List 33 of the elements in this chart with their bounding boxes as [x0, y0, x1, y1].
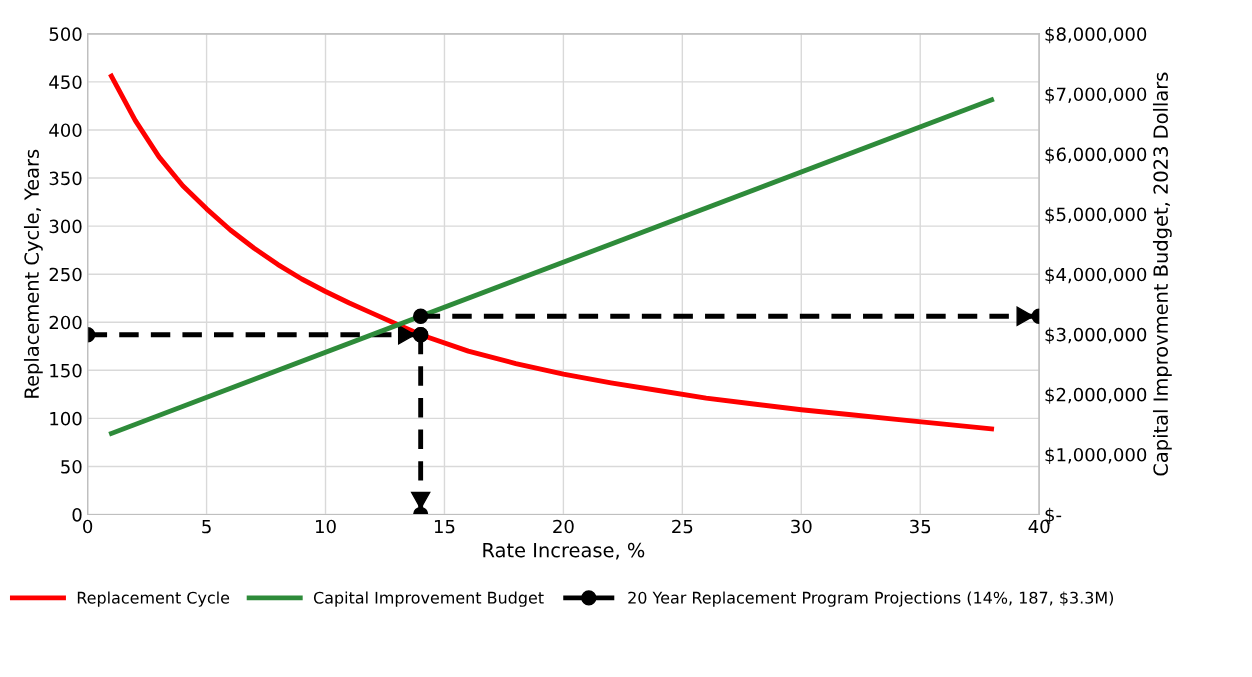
- y-tick-label: 0: [72, 507, 82, 522]
- legend-label: 20 Year Replacement Program Projections (14%, 187, $3.3M): [628, 591, 1114, 607]
- y-tick-label: 100: [50, 411, 82, 426]
- y2-tick-label: $4,000,000: [1045, 267, 1147, 284]
- x-tick-label: 30: [791, 519, 812, 534]
- y2-axis-title: Capital Improvment Budget, 2023 Dollars: [1152, 72, 1172, 476]
- y-axis-title: Replacement Cycle, Years: [23, 149, 43, 398]
- x-tick-label: 10: [316, 519, 336, 534]
- y-tick-label: 200: [49, 315, 82, 330]
- x-axis-title: Rate Increase, %: [483, 542, 645, 560]
- x-tick-label: 35: [910, 519, 931, 534]
- y-tick-label: 450: [49, 75, 82, 90]
- x-tick-label: 25: [672, 519, 693, 534]
- y-tick-label: 500: [49, 27, 82, 41]
- y2-tick-label: $2,000,000: [1045, 387, 1147, 404]
- legend-label: Replacement Cycle: [77, 591, 230, 607]
- y-tick-label: 400: [49, 123, 82, 138]
- y-tick-label: 150: [50, 363, 82, 378]
- y2-tick-label: $1,000,000: [1045, 447, 1147, 464]
- x-tick-label: 0: [83, 519, 93, 534]
- y2-tick-label: $8,000,000: [1045, 26, 1147, 44]
- y2-tick-label: $6,000,000: [1045, 147, 1147, 164]
- x-tick-label: 15: [434, 519, 455, 534]
- y-tick-label: 350: [49, 171, 82, 186]
- y2-tick-label: $7,000,000: [1045, 87, 1147, 104]
- y-tick-label: 300: [49, 219, 82, 234]
- y-tick-label: 250: [49, 267, 82, 282]
- legend-label: Capital Improvement Budget: [313, 591, 544, 607]
- x-tick-label: 20: [553, 519, 574, 534]
- y2-tick-label: $5,000,000: [1045, 207, 1147, 224]
- y2-tick-label: $3,000,000: [1045, 327, 1147, 344]
- y-tick-label: 50: [61, 459, 82, 474]
- x-tick-label: 5: [202, 519, 211, 534]
